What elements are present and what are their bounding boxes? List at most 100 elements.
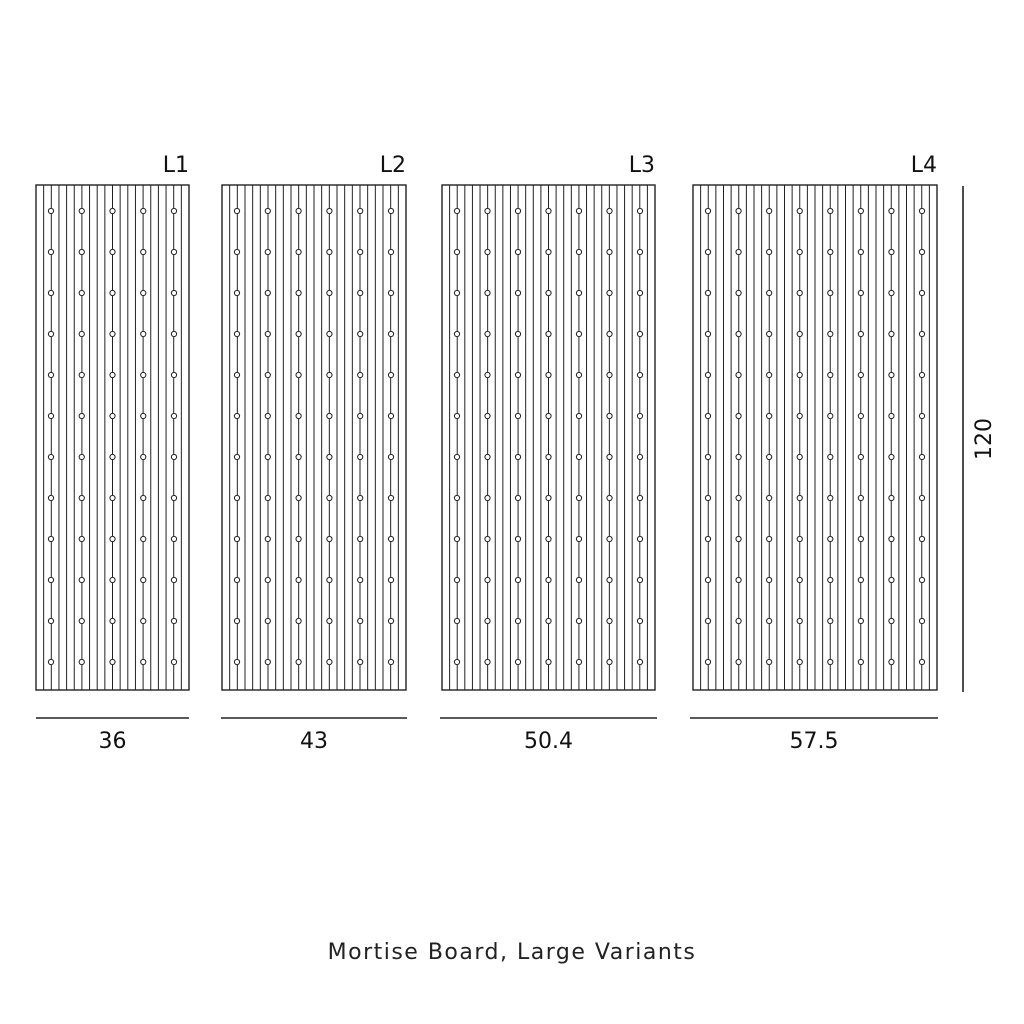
board-label: L3 [629, 153, 655, 178]
peg-hole [170, 617, 178, 625]
peg-hole [264, 453, 271, 461]
peg-hole [233, 289, 241, 297]
peg-hole [796, 658, 803, 666]
peg-hole [514, 453, 522, 461]
peg-hole [326, 658, 333, 666]
peg-hole [636, 289, 644, 297]
width-label: 36 [99, 729, 127, 754]
peg-hole [766, 453, 773, 461]
peg-hole [514, 494, 522, 502]
peg-hole [766, 248, 773, 256]
peg-hole [888, 412, 895, 420]
peg-hole [606, 248, 613, 256]
peg-hole [109, 371, 116, 379]
peg-hole [140, 576, 147, 584]
peg-hole [233, 658, 241, 666]
peg-hole [735, 617, 742, 625]
peg-hole [78, 494, 85, 502]
peg-hole [170, 248, 178, 256]
peg-hole [484, 371, 491, 379]
peg-hole [545, 658, 552, 666]
peg-hole [484, 453, 491, 461]
peg-hole [326, 412, 333, 420]
peg-hole [387, 207, 395, 215]
peg-hole [140, 207, 147, 215]
peg-hole [827, 535, 834, 543]
peg-hole [514, 248, 522, 256]
peg-hole [918, 658, 926, 666]
peg-hole [170, 576, 178, 584]
peg-hole [140, 371, 147, 379]
peg-hole [636, 330, 644, 338]
peg-hole [295, 412, 302, 420]
peg-hole [918, 330, 926, 338]
peg-hole [357, 289, 364, 297]
peg-hole [78, 453, 85, 461]
peg-hole [264, 576, 271, 584]
peg-hole [606, 371, 613, 379]
peg-hole [233, 207, 241, 215]
peg-hole [704, 330, 712, 338]
peg-hole [575, 248, 583, 256]
peg-hole [704, 248, 712, 256]
peg-hole [827, 412, 834, 420]
peg-hole [766, 289, 773, 297]
peg-hole [766, 535, 773, 543]
peg-hole [827, 371, 834, 379]
peg-hole [575, 371, 583, 379]
peg-hole [735, 207, 742, 215]
peg-hole [78, 248, 85, 256]
peg-hole [545, 453, 552, 461]
peg-hole [827, 289, 834, 297]
peg-hole [357, 494, 364, 502]
peg-hole [47, 412, 55, 420]
peg-hole [233, 248, 241, 256]
width-label: 43 [300, 729, 328, 754]
peg-hole [357, 330, 364, 338]
peg-hole [326, 289, 333, 297]
peg-hole [264, 617, 271, 625]
peg-hole [857, 330, 864, 338]
peg-hole [170, 330, 178, 338]
peg-hole [514, 412, 522, 420]
peg-hole [888, 289, 895, 297]
peg-hole [827, 494, 834, 502]
peg-hole [326, 371, 333, 379]
peg-hole [140, 289, 147, 297]
peg-hole [606, 576, 613, 584]
peg-hole [766, 371, 773, 379]
peg-hole [704, 453, 712, 461]
peg-hole [140, 330, 147, 338]
peg-hole [47, 371, 55, 379]
peg-hole [295, 576, 302, 584]
peg-hole [606, 330, 613, 338]
peg-hole [170, 658, 178, 666]
peg-hole [636, 535, 644, 543]
peg-hole [357, 658, 364, 666]
peg-hole [575, 330, 583, 338]
peg-hole [357, 576, 364, 584]
peg-hole [888, 494, 895, 502]
peg-hole [575, 535, 583, 543]
peg-hole [140, 453, 147, 461]
peg-hole [766, 617, 773, 625]
peg-hole [264, 248, 271, 256]
peg-hole [796, 576, 803, 584]
peg-hole [735, 289, 742, 297]
board-label: L2 [380, 153, 406, 178]
peg-hole [575, 207, 583, 215]
peg-hole [918, 248, 926, 256]
peg-hole [264, 289, 271, 297]
peg-hole [357, 535, 364, 543]
peg-hole [47, 330, 55, 338]
peg-hole [78, 658, 85, 666]
peg-hole [170, 289, 178, 297]
peg-hole [888, 658, 895, 666]
peg-hole [796, 494, 803, 502]
peg-hole [796, 412, 803, 420]
peg-hole [636, 371, 644, 379]
peg-hole [636, 412, 644, 420]
board-label: L4 [911, 153, 937, 178]
peg-hole [387, 535, 395, 543]
peg-hole [387, 576, 395, 584]
